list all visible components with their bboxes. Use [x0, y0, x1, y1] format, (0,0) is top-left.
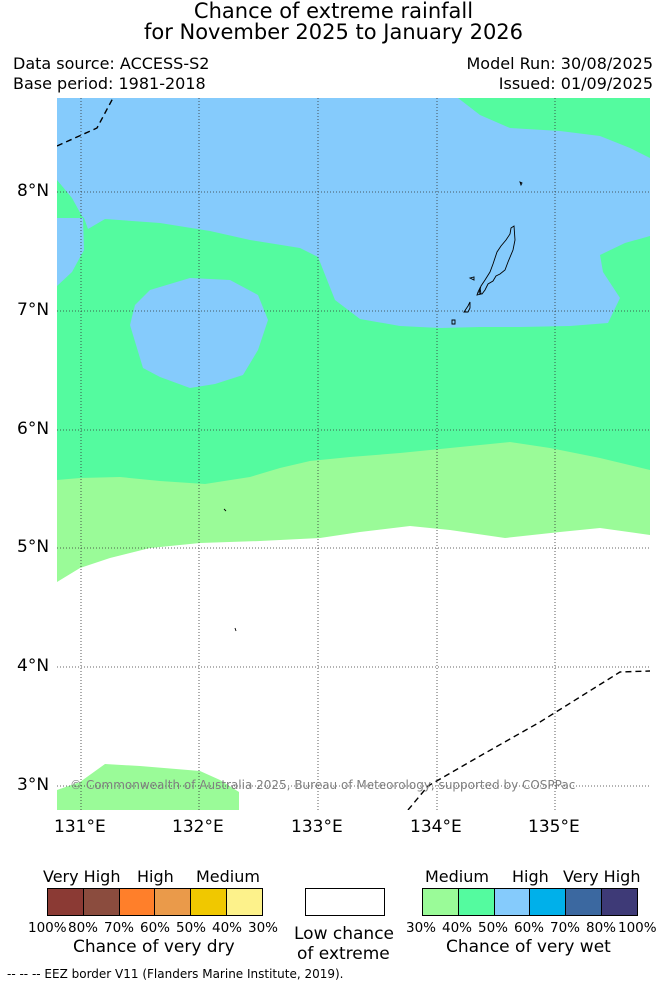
wet-pct-50: 50% [478, 920, 509, 936]
lon-label-131e: 131°E [54, 817, 106, 837]
low-chance-label-line2: of extreme [297, 944, 390, 964]
eez-border-north [57, 98, 114, 147]
dry-swatch-100-80 [48, 889, 84, 915]
map-title: Chance of extreme rainfall [193, 0, 474, 23]
wet-pct-60: 60% [514, 920, 545, 936]
lon-label-132e: 132°E [172, 817, 224, 837]
dry-colorbar [47, 888, 263, 916]
wet-pct-30: 30% [406, 920, 437, 936]
lon-label-134e: 134°E [410, 817, 462, 837]
wet-swatch-30-40 [423, 889, 459, 915]
wet-legend-caption: Chance of very wet [446, 937, 611, 957]
dry-legend-very-high: Very High [43, 867, 121, 886]
wet-pct-80: 80% [586, 920, 617, 936]
wet-swatch-50-60 [494, 889, 531, 915]
dry-pct-70: 70% [104, 920, 135, 936]
lat-label-5n: 5°N [17, 537, 50, 557]
dry-pct-80: 80% [68, 920, 99, 936]
wet-legend-high: High [512, 867, 549, 886]
wet-legend-very-high: Very High [563, 867, 641, 886]
model-run: Model Run: 30/08/2025 [466, 54, 654, 73]
lat-label-6n: 6°N [17, 419, 50, 439]
eez-footnote: -- -- -- EEZ border V11 (Flanders Marine… [7, 967, 344, 981]
wet-pct-70: 70% [550, 920, 581, 936]
map-subtitle: for November 2025 to January 2026 [143, 20, 524, 44]
copyright-notice: © Commonwealth of Australia 2025, Bureau… [70, 778, 576, 792]
dry-pct-100: 100% [28, 920, 67, 936]
wet-legend-medium: Medium [425, 867, 489, 886]
blue-lobe-west [57, 218, 84, 286]
dry-pct-60: 60% [140, 920, 171, 936]
lat-label-7n: 7°N [17, 300, 50, 320]
dry-swatch-70-60 [119, 889, 156, 915]
dry-legend-high: High [137, 867, 174, 886]
dry-swatch-80-70 [83, 889, 120, 915]
eez-border-south [407, 670, 650, 810]
lat-label-3n: 3°N [17, 775, 50, 795]
lon-label-135e: 135°E [528, 817, 580, 837]
wet-swatch-60-70 [530, 889, 567, 915]
wet-pct-100: 100% [618, 920, 657, 936]
rainfall-map [57, 98, 650, 810]
wet-swatch-40-50 [458, 889, 495, 915]
dry-pct-30: 30% [248, 920, 279, 936]
wet-swatch-80-100 [602, 889, 637, 915]
wet-colorbar [422, 888, 638, 916]
dry-swatch-50-40 [191, 889, 228, 915]
dry-pct-40: 40% [212, 920, 243, 936]
left-edge-green [57, 180, 83, 218]
lat-label-8n: 8°N [17, 181, 50, 201]
dry-swatch-60-50 [155, 889, 192, 915]
high-50-60-region-north [57, 98, 650, 328]
dry-swatch-40-30 [227, 889, 262, 915]
wet-pct-40: 40% [442, 920, 473, 936]
palau-islands [223, 181, 523, 632]
data-source: Data source: ACCESS-S2 [13, 54, 210, 73]
issued-date: Issued: 01/09/2025 [498, 74, 653, 93]
medium-wet-patch-south [57, 764, 239, 810]
wet-swatch-70-80 [566, 889, 603, 915]
dry-legend-medium: Medium [196, 867, 260, 886]
low-chance-label-line1: Low chance [294, 924, 394, 944]
dry-legend-caption: Chance of very dry [73, 937, 235, 957]
lon-label-133e: 133°E [291, 817, 343, 837]
low-chance-swatch [305, 888, 385, 916]
dry-pct-50: 50% [176, 920, 207, 936]
base-period: Base period: 1981-2018 [13, 74, 206, 93]
lat-label-4n: 4°N [17, 656, 50, 676]
